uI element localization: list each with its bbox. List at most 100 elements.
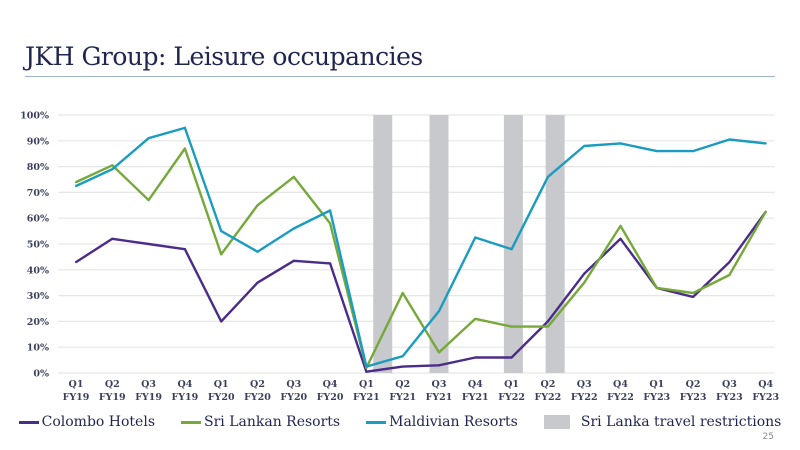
x-tick-quarter: Q4 [323,379,338,390]
x-tick-quarter: Q4 [177,379,192,390]
data-point [583,281,586,284]
page-title: JKH Group: Leisure occupancies [25,42,423,71]
x-tick-quarter: Q2 [686,379,701,390]
data-point [728,260,731,264]
data-point [256,281,259,284]
data-point [365,365,368,368]
restriction-bar [545,115,565,373]
series-line-sri-lankan-resorts [75,147,767,369]
legend-swatch-restrictions [543,415,570,429]
x-tick-year: FY21 [462,392,489,403]
chart-legend: Colombo Hotels Sri Lankan Resorts Maldiv… [0,414,800,430]
x-tick-quarter: Q1 [649,379,664,390]
data-point [220,320,223,323]
data-point [183,248,186,251]
x-tick-quarter: Q3 [722,379,737,390]
data-point [583,144,586,148]
data-point [74,260,78,264]
legend-label: Maldivian Resorts [389,414,518,430]
x-tick-quarter: Q4 [468,379,483,390]
data-point [74,180,78,184]
x-tick-year: FY21 [389,392,416,403]
x-tick-year: FY23 [752,392,779,403]
data-point [583,272,586,275]
data-point [147,242,150,246]
y-tick-label: 30% [27,291,49,302]
data-point [329,209,332,212]
y-tick-label: 70% [27,188,49,199]
x-tick-quarter: Q2 [105,379,120,390]
data-point [329,262,332,265]
data-point [474,356,477,359]
series-line-maldivian-resorts [75,126,766,368]
data-point [510,325,513,328]
data-point [619,224,622,228]
x-tick-year: FY22 [498,392,525,403]
title-divider [25,76,775,77]
data-point [147,137,150,140]
x-tick-quarter: Q3 [286,379,301,390]
x-tick-quarter: Q2 [250,379,265,390]
y-tick-label: 20% [27,317,49,328]
x-tick-year: FY23 [680,392,707,403]
data-point [655,150,658,153]
data-point [619,237,622,240]
data-point [510,248,513,251]
data-point [183,126,186,129]
data-point [474,317,477,320]
x-tick-year: FY23 [643,392,670,403]
data-point [655,286,658,289]
data-point [437,351,441,354]
data-point [510,356,513,359]
y-tick-label: 0% [33,369,49,380]
data-point [401,355,404,358]
x-tick-quarter: Q3 [577,379,592,390]
data-point [619,142,622,145]
data-point [728,273,731,277]
data-point [692,291,695,295]
data-point [546,175,550,179]
x-tick-quarter: Q2 [395,379,410,390]
y-tick-label: 100% [20,111,49,122]
data-point [437,364,441,367]
legend-item-maldivian-resorts: Maldivian Resorts [366,414,518,430]
y-tick-label: 40% [27,265,49,276]
legend-item-travel-restrictions: Sri Lanka travel restrictions [543,414,782,430]
x-tick-year: FY19 [99,392,126,403]
data-point [764,210,767,213]
x-tick-year: FY22 [607,392,634,403]
data-point [764,142,767,145]
x-tick-year: FY21 [353,392,380,403]
restriction-bar [429,115,449,373]
legend-swatch-colombo [18,420,39,424]
x-tick-quarter: Q4 [758,379,773,390]
data-point [437,309,441,313]
y-tick-label: 10% [27,343,49,354]
data-point [111,168,114,171]
x-tick-year: FY20 [317,392,344,403]
data-point [147,199,150,202]
data-point [474,236,477,239]
legend-swatch-sri-lankan [181,420,201,424]
data-point [365,370,368,373]
data-point [401,365,404,368]
legend-label: Sri Lanka travel restrictions [580,414,782,430]
x-tick-year: FY20 [244,392,271,403]
x-tick-quarter: Q4 [613,379,628,390]
data-point [292,227,295,230]
legend-item-sri-lankan-resorts: Sri Lankan Resorts [181,414,340,430]
data-point [220,230,223,233]
x-tick-quarter: Q1 [214,379,229,390]
occupancy-chart: 0% 10% 20% 30% 40% 50% 60% 70% 80% 90% 100% Q1 FY19 Q… [20,111,779,404]
data-point [256,250,259,253]
data-point [292,259,295,262]
data-point [546,320,550,323]
data-point [74,184,78,188]
data-point [329,222,332,225]
x-tick-year: FY23 [716,392,743,403]
y-tick-label: 90% [27,136,49,147]
legend-label: Colombo Hotels [41,414,155,430]
x-tick-year: FY19 [135,392,162,403]
x-tick-year: FY20 [280,392,307,403]
x-tick-quarter: Q1 [69,379,84,390]
